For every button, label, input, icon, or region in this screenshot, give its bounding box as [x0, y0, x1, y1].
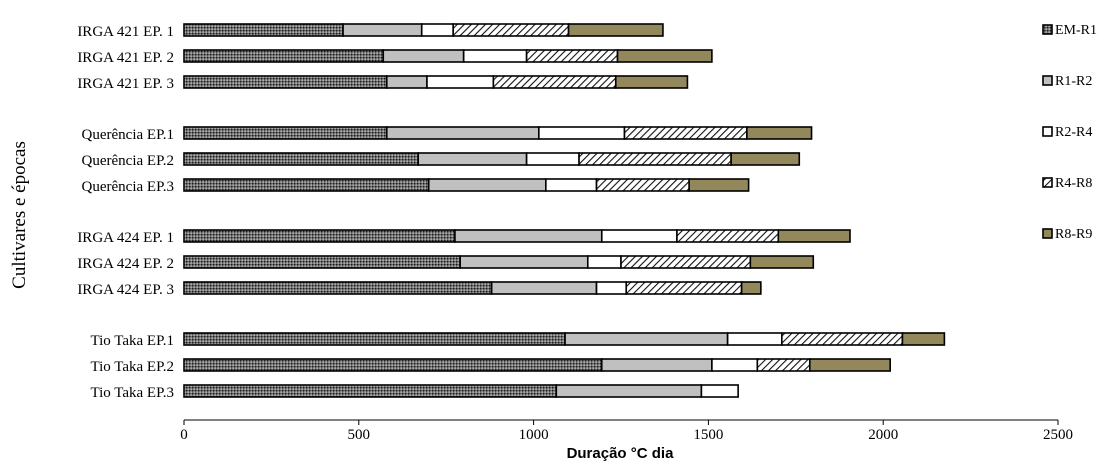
x-tick-label: 0: [180, 427, 188, 443]
legend-swatch-r1-r2: [1042, 75, 1053, 86]
bar-segment-r1-r2-irga-421-ep-3: [385, 75, 428, 89]
bar-segment-r2-r4-irga-424-ep-2: [586, 255, 622, 269]
bar-segment-r1-r2-irga-424-ep-3: [490, 281, 598, 295]
legend-label-r2-r4: R2-R4: [1055, 125, 1092, 140]
category-label: IRGA 424 EP. 1: [77, 230, 174, 246]
bar-segment-r2-r4-tio-taka-ep-3: [700, 384, 739, 398]
bar-segment-r2-r4-querencia-ep-2: [525, 152, 580, 166]
x-tick-label: 1500: [693, 427, 723, 443]
bar-segment-r8-r9-querencia-ep-1: [746, 126, 813, 140]
bar-segment-r8-r9-tio-taka-ep-1: [901, 332, 946, 346]
category-label: Tio Taka EP.2: [90, 359, 174, 375]
bar-segment-r8-r9-irga-421-ep-1: [567, 23, 664, 37]
bar-segment-r2-r4-irga-424-ep-1: [600, 229, 678, 243]
category-label: Querência EP.1: [82, 127, 174, 143]
bar-segment-r2-r4-tio-taka-ep-1: [726, 332, 783, 346]
legend-swatch-r8-r9: [1042, 228, 1053, 239]
legend-label-em-r1: EM-R1: [1055, 23, 1097, 38]
bar-segment-r4-r8-irga-424-ep-1: [676, 229, 780, 243]
category-label: IRGA 421 EP. 2: [77, 50, 174, 66]
bar-segment-r4-r8-irga-424-ep-3: [625, 281, 743, 295]
category-label: IRGA 424 EP. 2: [77, 256, 174, 272]
x-tick-label: 1000: [519, 427, 549, 443]
bar-segment-r8-r9-irga-424-ep-3: [740, 281, 762, 295]
bar-segment-r1-r2-querencia-ep-2: [417, 152, 528, 166]
bar-segment-r2-r4-irga-421-ep-3: [426, 75, 495, 89]
bar-segment-r2-r4-tio-taka-ep-2: [711, 358, 759, 372]
bar-segment-em-r1-irga-424-ep-1: [183, 229, 456, 243]
bar-segment-em-r1-tio-taka-ep-2: [183, 358, 603, 372]
bar-segment-r2-r4-irga-421-ep-2: [462, 49, 528, 63]
bar-segment-r8-r9-querencia-ep-3: [688, 178, 750, 192]
category-label: IRGA 421 EP. 3: [77, 76, 174, 92]
legend: EM-R1 R1-R2 R2-R4 R4-R8 R8-R9: [1042, 23, 1097, 242]
bar-segment-r4-r8-querencia-ep-2: [578, 152, 732, 166]
bar-segment-r4-r8-irga-424-ep-2: [620, 255, 752, 269]
bar-segment-r2-r4-irga-424-ep-3: [595, 281, 628, 295]
bar-segment-em-r1-tio-taka-ep-3: [183, 384, 558, 398]
bar-segment-r8-r9-querencia-ep-2: [730, 152, 801, 166]
legend-label-r4-r8: R4-R8: [1055, 176, 1092, 191]
bar-segment-r8-r9-tio-taka-ep-2: [808, 358, 891, 372]
bar-segment-r4-r8-irga-421-ep-1: [452, 23, 570, 37]
bar-segment-em-r1-irga-421-ep-1: [183, 23, 344, 37]
category-labels: IRGA 421 EP. 1 IRGA 421 EP. 2 IRGA 421 EP.…: [77, 24, 174, 401]
bars-layer: [183, 23, 946, 398]
bar-segment-r1-r2-irga-424-ep-1: [454, 229, 603, 243]
legend-label-r8-r9: R8-R9: [1055, 227, 1092, 242]
bar-segment-r2-r4-querencia-ep-1: [538, 126, 626, 140]
legend-label-r1-r2: R1-R2: [1055, 74, 1092, 89]
bar-segment-em-r1-querencia-ep-3: [183, 178, 430, 192]
bar-segment-r4-r8-querencia-ep-1: [623, 126, 748, 140]
bar-segment-r1-r2-irga-421-ep-2: [382, 49, 465, 63]
bar-segment-r1-r2-tio-taka-ep-1: [564, 332, 729, 346]
category-label: IRGA 424 EP. 3: [77, 282, 174, 298]
bar-segment-em-r1-irga-424-ep-2: [183, 255, 461, 269]
category-label: Tio Taka EP.3: [90, 385, 174, 401]
bar-segment-r1-r2-tio-taka-ep-2: [600, 358, 713, 372]
bar-segment-r8-r9-irga-424-ep-1: [777, 229, 851, 243]
bar-segment-r4-r8-irga-421-ep-2: [525, 49, 619, 63]
bar-segment-r2-r4-irga-421-ep-1: [420, 23, 454, 37]
bar-segment-r8-r9-irga-424-ep-2: [749, 255, 815, 269]
x-tick-label: 500: [348, 427, 371, 443]
bar-segment-r1-r2-irga-421-ep-1: [342, 23, 423, 37]
bar-segment-em-r1-tio-taka-ep-1: [183, 332, 566, 346]
y-axis-title: Cultivares e épocas: [9, 141, 30, 289]
bar-segment-r1-r2-irga-424-ep-2: [459, 255, 589, 269]
bar-segment-r4-r8-querencia-ep-3: [595, 178, 690, 192]
bar-segment-r1-r2-querencia-ep-3: [427, 178, 547, 192]
bar-segment-r4-r8-tio-taka-ep-1: [781, 332, 904, 346]
bar-segment-em-r1-irga-421-ep-2: [183, 49, 385, 63]
bar-segment-r8-r9-irga-421-ep-3: [614, 75, 689, 89]
bar-segment-em-r1-querencia-ep-1: [183, 126, 388, 140]
legend-swatch-r2-r4: [1042, 126, 1053, 137]
bar-segment-em-r1-irga-421-ep-3: [183, 75, 388, 89]
bar-segment-r2-r4-querencia-ep-3: [545, 178, 598, 192]
bar-segment-r1-r2-querencia-ep-1: [385, 126, 540, 140]
legend-swatch-em-r1: [1042, 24, 1053, 35]
bar-segment-r1-r2-tio-taka-ep-3: [555, 384, 703, 398]
category-label: Tio Taka EP.1: [90, 333, 174, 349]
x-axis-title: Duração °C dia: [567, 445, 675, 462]
category-label: Querência EP.2: [82, 153, 174, 169]
x-axis: 0 500 1000 1500 2000 2500: [180, 419, 1073, 443]
bar-segment-r4-r8-tio-taka-ep-2: [756, 358, 811, 372]
category-label: Querência EP.3: [82, 179, 174, 195]
x-tick-label: 2000: [868, 427, 898, 443]
bar-segment-r4-r8-irga-421-ep-3: [492, 75, 617, 89]
bar-segment-em-r1-querencia-ep-2: [183, 152, 420, 166]
bar-segment-em-r1-irga-424-ep-3: [183, 281, 493, 295]
legend-swatch-r4-r8: [1042, 177, 1053, 188]
x-tick-label: 2500: [1043, 427, 1073, 443]
bar-segment-r8-r9-irga-421-ep-2: [616, 49, 713, 63]
category-label: IRGA 421 EP. 1: [77, 24, 174, 40]
